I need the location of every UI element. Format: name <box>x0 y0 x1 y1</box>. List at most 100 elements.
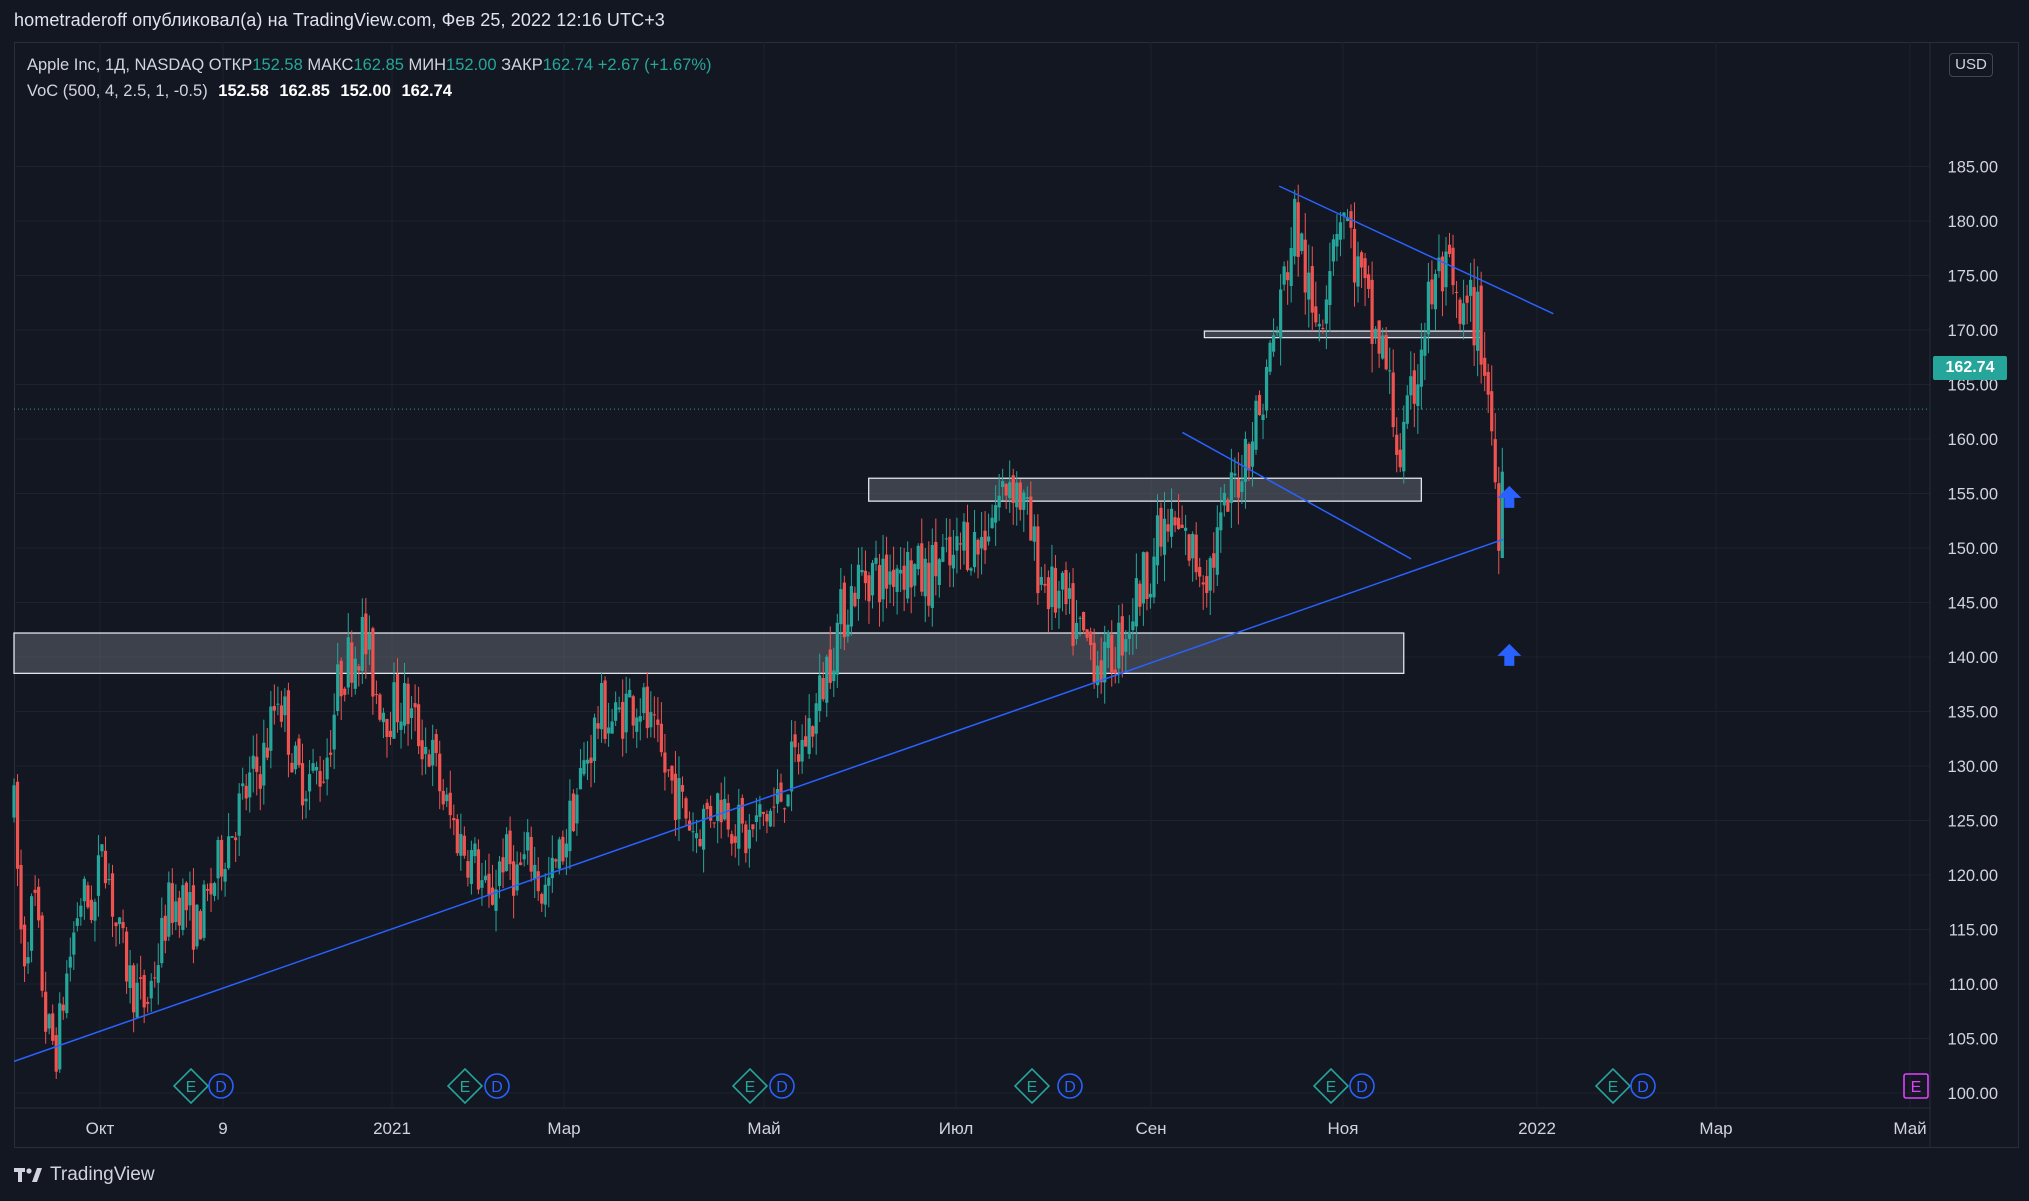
candle-body <box>1117 622 1121 669</box>
price-tick-label: 180.00 <box>1948 213 1998 231</box>
dividend-marker-icon[interactable] <box>484 1073 510 1099</box>
price-tick-label: 110.00 <box>1949 976 1998 994</box>
candle-body <box>1461 303 1466 325</box>
candle-body <box>797 754 801 762</box>
support-zone-rect[interactable] <box>868 477 1423 502</box>
trendlines[interactable] <box>13 185 1554 1063</box>
earnings-marker-icon[interactable] <box>1594 1067 1632 1105</box>
candle-body <box>188 892 192 906</box>
candle-body <box>709 805 713 821</box>
earnings-marker-icon[interactable] <box>1903 1073 1929 1099</box>
candle-body <box>1437 257 1441 272</box>
candle-body <box>592 717 597 762</box>
candle-body <box>1103 641 1107 683</box>
trendline[interactable] <box>1278 185 1554 315</box>
chart-pane[interactable] <box>14 42 2019 1148</box>
symbol-legend-row[interactable]: Apple Inc, 1Д, NASDAQ ОТКР152.58 МАКС162… <box>27 52 712 78</box>
candle-body <box>149 980 153 999</box>
candle-body <box>1359 252 1364 268</box>
trendline[interactable] <box>1182 431 1412 560</box>
candle-body <box>378 694 382 720</box>
candle-body <box>607 727 611 734</box>
candle-body <box>1426 281 1430 335</box>
candle-body <box>100 844 104 852</box>
candle-body <box>1053 567 1058 613</box>
high-label: МАКС <box>307 56 354 74</box>
candle-body <box>965 522 970 570</box>
candle-body <box>877 565 882 603</box>
candle-body <box>1219 512 1223 531</box>
chart-legend: Apple Inc, 1Д, NASDAQ ОТКР152.58 МАКС162… <box>27 52 712 104</box>
earnings-marker-icon[interactable] <box>1312 1067 1350 1105</box>
candle-body <box>842 582 846 638</box>
candle-body <box>863 570 868 584</box>
candle-body <box>635 717 639 732</box>
candle-body <box>1271 335 1276 352</box>
candle-body <box>515 864 519 891</box>
candle-body <box>184 882 189 911</box>
indicator-name[interactable]: VoC (500, 4, 2.5, 1, -0.5) <box>27 82 208 100</box>
candle-body <box>1134 578 1138 627</box>
candle-body <box>265 747 269 758</box>
candle-body <box>1096 665 1100 686</box>
support-zone-rect[interactable] <box>13 632 1405 675</box>
candle-body <box>61 1004 65 1011</box>
candle-body <box>1391 372 1395 428</box>
event-marker-label: D <box>1064 1079 1076 1096</box>
dividend-marker-icon[interactable] <box>1349 1073 1375 1099</box>
candle-body <box>610 721 614 734</box>
candle-body <box>132 965 136 1013</box>
arrow-markers[interactable] <box>1497 485 1522 666</box>
candle-body <box>870 562 875 596</box>
candle-body <box>1469 279 1473 296</box>
candle-body <box>1250 441 1255 467</box>
candle-body <box>47 1014 51 1029</box>
dividend-marker-icon[interactable] <box>208 1073 234 1099</box>
candle-body <box>1208 558 1212 591</box>
candle-body <box>909 560 913 588</box>
dividend-marker-icon[interactable] <box>769 1073 795 1099</box>
indicator-legend-row[interactable]: VoC (500, 4, 2.5, 1, -0.5) 152.58 162.85… <box>27 78 712 104</box>
candle-body <box>1363 258 1367 279</box>
candle-body <box>793 734 797 748</box>
tradingview-logo[interactable]: TradingView <box>14 1164 155 1186</box>
support-zone-rect[interactable] <box>1203 330 1483 339</box>
support-zones[interactable] <box>13 330 1483 675</box>
candle-body <box>1300 233 1304 252</box>
symbol-name[interactable]: Apple Inc, 1Д, NASDAQ <box>27 56 205 74</box>
event-marker-label: E <box>745 1079 756 1096</box>
candle-body <box>1141 552 1146 604</box>
earnings-marker-icon[interactable] <box>446 1067 484 1105</box>
candle-body <box>388 730 393 738</box>
candle-body <box>786 794 790 807</box>
last-price-label: 162.74 <box>1933 356 2007 380</box>
candle-body <box>381 712 386 723</box>
candle-body <box>1201 582 1205 585</box>
time-tick-label: Ноя <box>1328 1119 1359 1138</box>
dividend-marker-icon[interactable] <box>1057 1073 1083 1099</box>
candle-body <box>621 701 625 739</box>
candle-body <box>494 889 498 911</box>
arrow-up-icon[interactable] <box>1497 643 1522 666</box>
candle-body <box>1110 634 1114 674</box>
earnings-marker-icon[interactable] <box>731 1067 769 1105</box>
currency-button[interactable]: USD <box>1949 53 1993 77</box>
trendline[interactable] <box>13 538 1504 1063</box>
candle-body <box>705 802 709 810</box>
price-axis[interactable]: 100.00 105.00 110.00 115.00 120.00 125.00 130.… <box>1929 42 1998 1148</box>
candle-body <box>89 899 94 921</box>
candle-body <box>1229 472 1233 504</box>
candle-body <box>913 564 917 586</box>
candle-body <box>1289 247 1293 286</box>
earnings-marker-icon[interactable] <box>172 1067 210 1105</box>
candle-body <box>413 703 417 708</box>
candle-body <box>392 682 396 739</box>
candle-body <box>680 785 685 792</box>
dividend-marker-icon[interactable] <box>1630 1073 1656 1099</box>
candle-body <box>504 834 509 872</box>
earnings-marker-icon[interactable] <box>1013 1067 1051 1105</box>
time-axis[interactable]: Окт 9 2021 Мар Май Июл Сен Ноя 2022 Мар Май <box>14 1107 1930 1138</box>
arrow-up-icon[interactable] <box>1497 485 1522 508</box>
